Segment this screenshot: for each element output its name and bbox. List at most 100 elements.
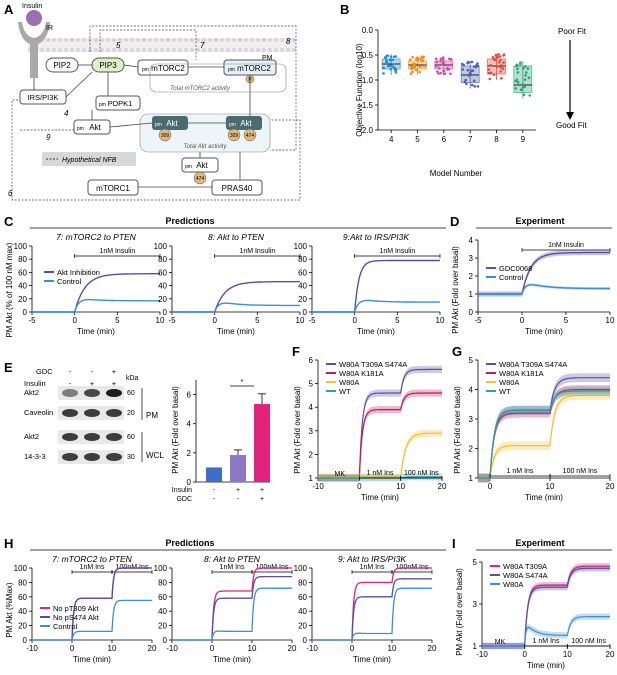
d-xtick-label: 10 (606, 316, 615, 325)
lipid-head (118, 48, 122, 52)
akt-b-label: Akt (240, 119, 252, 128)
c-xlabel: Time (min) (217, 327, 255, 336)
f-xlabel: Time (min) (361, 493, 399, 502)
lipid-head (280, 48, 284, 52)
b-point (473, 85, 477, 88)
blot-band (62, 453, 78, 461)
akt474-prefix: pm (185, 164, 192, 170)
h8-xtick-label: 20 (288, 644, 297, 653)
akt-a-prefix: pm (155, 122, 162, 128)
g-legend-item: W80A (499, 378, 519, 387)
i-legend-item: W80A (503, 580, 523, 589)
b-point (465, 82, 468, 86)
num-9: 9 (46, 133, 51, 142)
g-ytick-label: 4 (469, 386, 474, 395)
h8-xtick-label: 10 (248, 644, 257, 653)
num-8: 8 (286, 37, 291, 46)
i-ins1-label: 1 nM Ins (533, 638, 560, 645)
i-mk-label: MK (495, 639, 506, 646)
b-point (385, 61, 389, 65)
h-xlabel: Time (min) (353, 655, 391, 664)
f-xtick-label: 0 (357, 482, 362, 491)
lipid-head (166, 48, 170, 52)
b-point (419, 65, 422, 68)
c-header: Predictions (165, 216, 214, 226)
b-point (392, 55, 396, 59)
b-xtick-label: 4 (389, 135, 394, 144)
b-point (409, 72, 413, 76)
h-subplot-title: 9: Akt to IRS/PI3K (338, 554, 407, 564)
h-ins1-label: 1nM Ins (220, 564, 245, 571)
b-point (487, 68, 491, 71)
b-point (392, 62, 395, 66)
d-xtick-label: 0 (520, 316, 525, 325)
h-subplot-title: 7: mTORC2 to PTEN (52, 554, 133, 564)
lipid-head (178, 38, 182, 42)
b-point (502, 54, 505, 57)
panel-label-d: D (450, 214, 459, 229)
insulin-label: Insulin (22, 3, 42, 10)
e-ytick-label: 0 (187, 478, 192, 487)
b-point (498, 55, 502, 58)
lipid-head (190, 48, 194, 52)
c7-xtick-label: 10 (156, 316, 165, 325)
b-point (442, 58, 445, 62)
bar-chart: 0 2 4 6 - - + - + + Insulin GDC * (172, 377, 270, 503)
b-point (437, 66, 441, 70)
f-line (318, 368, 442, 479)
i-ylabel: PM Akt (Fold over basal) (455, 568, 464, 656)
h9-ytick-label: 80 (298, 578, 307, 587)
b-point (421, 56, 425, 59)
lipid-head (196, 48, 200, 52)
e-bar-gdc-sign: - (213, 496, 216, 503)
c7-ytick-label: 20 (18, 295, 27, 304)
lipid-head (106, 48, 110, 52)
b-point (524, 65, 527, 68)
b-point (502, 61, 505, 64)
mtorc2-label: mTORC2 (151, 64, 185, 73)
e-bar-ins-sign: + (260, 487, 264, 494)
kda-label: kDa (126, 375, 139, 382)
b-point (522, 93, 526, 97)
i-xlabel: Time (min) (527, 661, 565, 670)
lipid-head (112, 38, 116, 42)
e-bar-gdc-label: GDC (176, 496, 192, 503)
b-point (382, 66, 385, 70)
b-point (439, 71, 443, 75)
b-point (439, 57, 443, 61)
c9-ytick-label: 20 (298, 295, 307, 304)
h9-ytick-label: 100 (294, 564, 308, 573)
lipid-head (124, 48, 128, 52)
lipid-head (76, 38, 80, 42)
h7-xtick-label: 0 (70, 644, 75, 653)
g-legend-item: W80A K181A (499, 369, 544, 378)
c8-ytick-label: 40 (158, 282, 167, 291)
g-ytick-label: 2 (469, 445, 474, 454)
f-xtick-label: -10 (312, 482, 324, 491)
d-ytick-label: 2 (469, 272, 474, 281)
lipid-head (160, 38, 164, 42)
d-ins-label: 1nM Insulin (548, 242, 584, 249)
b-xlabel: Model Number (430, 169, 483, 178)
b-point (523, 78, 527, 81)
i-legend-item: W80A T309A (503, 562, 547, 571)
d-ytick-label: 4 (469, 236, 474, 245)
lipid-head (124, 38, 128, 42)
h-xlabel: Time (min) (73, 655, 111, 664)
e-ytick-label: 2 (187, 449, 192, 458)
h-subplot-title: 8: Akt to PTEN (204, 554, 261, 564)
b-point (447, 57, 451, 61)
e-bar-ins-label: Insulin (172, 487, 192, 494)
t309-a-label: 309 (161, 133, 170, 139)
f-legend-item: WT (339, 387, 351, 396)
h7-xtick-label: -10 (26, 644, 38, 653)
panel-b: B 0.0 -0.5 -1.0 -1.5 -2.0 4 5 6 7 8 9 Objective Fu… (340, 2, 587, 178)
mtorc1-label: mTORC1 (96, 184, 130, 193)
b-xtick-label: 6 (442, 135, 447, 144)
h8-ytick-label: 80 (158, 578, 167, 587)
c-line-akt-inhibition (312, 259, 440, 313)
g-ytick-label: 3 (469, 415, 474, 424)
f-legend-item: W80A T309A S474A (339, 360, 407, 369)
b-point (519, 61, 522, 64)
blot-mw: 20 (127, 410, 135, 417)
